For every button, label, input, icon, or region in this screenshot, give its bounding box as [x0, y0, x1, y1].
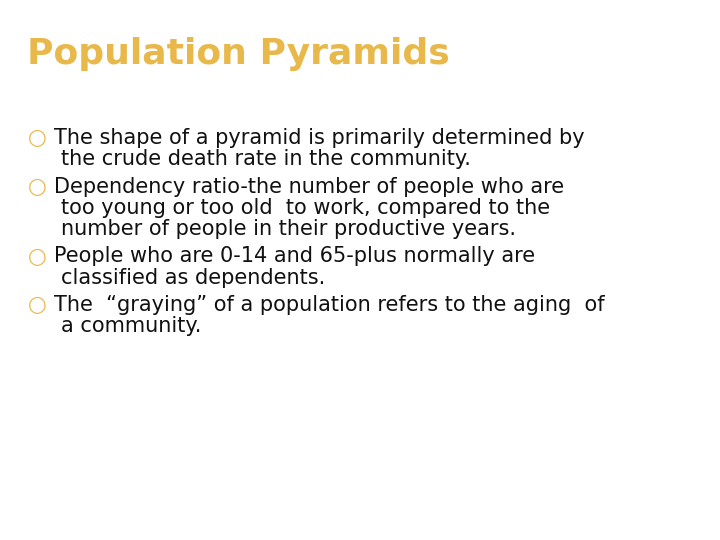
Text: ○: ○	[27, 246, 46, 267]
Text: The  “graying” of a population refers to the aging  of: The “graying” of a population refers to …	[54, 295, 605, 315]
Text: classified as dependents.: classified as dependents.	[61, 267, 325, 287]
Text: ○: ○	[27, 177, 46, 197]
Text: too young or too old  to work, compared to the: too young or too old to work, compared t…	[61, 198, 550, 218]
Text: a community.: a community.	[61, 316, 202, 336]
Text: ○: ○	[27, 128, 46, 148]
Text: ○: ○	[27, 295, 46, 315]
Text: Dependency ratio-the number of people who are: Dependency ratio-the number of people wh…	[54, 177, 564, 197]
Text: People who are 0-14 and 65-plus normally are: People who are 0-14 and 65-plus normally…	[54, 246, 535, 267]
Text: number of people in their productive years.: number of people in their productive yea…	[61, 219, 516, 239]
Text: The shape of a pyramid is primarily determined by: The shape of a pyramid is primarily dete…	[54, 128, 585, 148]
Text: the crude death rate in the community.: the crude death rate in the community.	[61, 149, 471, 169]
Text: Population Pyramids: Population Pyramids	[27, 37, 450, 71]
